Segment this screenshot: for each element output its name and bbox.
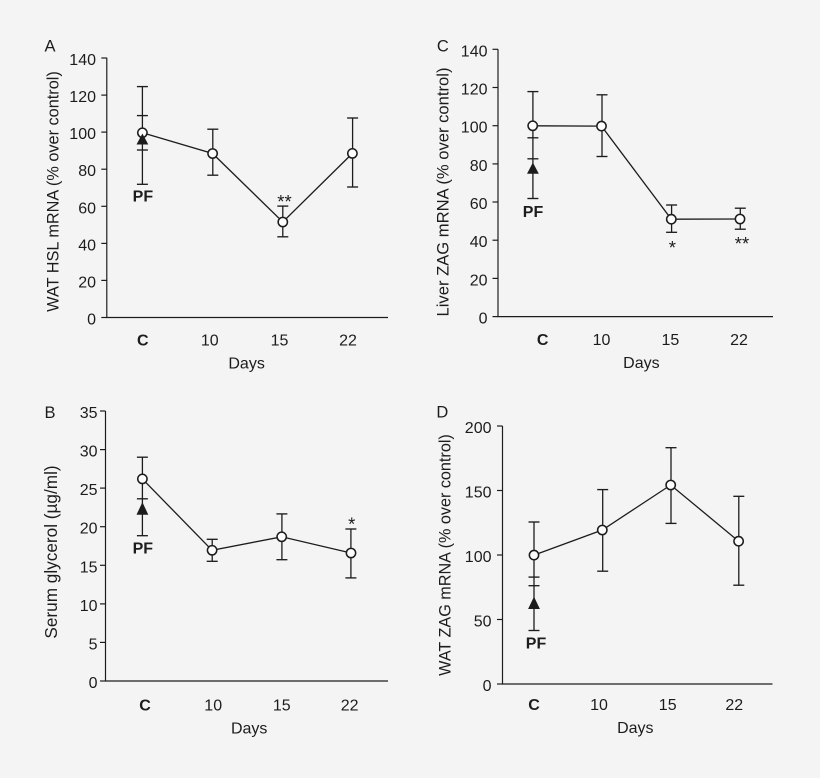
svg-text:Serum glycerol (µg/ml): Serum glycerol (µg/ml): [41, 465, 61, 638]
svg-text:5: 5: [89, 636, 98, 653]
svg-text:B: B: [44, 404, 55, 422]
svg-text:50: 50: [474, 614, 492, 631]
svg-text:PF: PF: [526, 636, 547, 653]
svg-text:80: 80: [78, 163, 96, 180]
svg-text:**: **: [735, 233, 749, 254]
svg-text:Days: Days: [623, 355, 659, 372]
svg-text:Days: Days: [228, 355, 264, 372]
svg-text:22: 22: [730, 332, 748, 349]
svg-text:15: 15: [659, 697, 677, 714]
svg-text:**: **: [277, 191, 291, 212]
svg-text:0: 0: [89, 675, 98, 692]
svg-text:C: C: [437, 38, 449, 56]
svg-text:10: 10: [593, 332, 611, 349]
svg-text:*: *: [348, 513, 355, 534]
svg-text:20: 20: [470, 272, 488, 289]
svg-text:WAT HSL mRNA (% over control): WAT HSL mRNA (% over control): [44, 71, 62, 312]
svg-text:60: 60: [78, 200, 96, 217]
svg-text:PF: PF: [523, 204, 544, 221]
svg-text:0: 0: [483, 678, 492, 695]
svg-text:22: 22: [725, 697, 743, 714]
svg-text:100: 100: [465, 549, 492, 566]
svg-text:10: 10: [204, 698, 222, 715]
svg-text:C: C: [137, 333, 149, 350]
svg-text:150: 150: [465, 485, 492, 502]
svg-text:100: 100: [69, 126, 96, 143]
svg-text:0: 0: [479, 311, 488, 328]
svg-text:22: 22: [339, 333, 357, 350]
svg-text:C: C: [537, 332, 549, 349]
svg-text:0: 0: [87, 312, 96, 329]
svg-text:35: 35: [80, 405, 98, 422]
svg-text:C: C: [139, 698, 151, 715]
svg-text:15: 15: [271, 333, 289, 350]
svg-text:22: 22: [341, 698, 359, 715]
svg-text:15: 15: [662, 332, 680, 349]
svg-text:40: 40: [470, 234, 488, 251]
svg-text:100: 100: [461, 120, 488, 137]
svg-text:15: 15: [273, 698, 291, 715]
svg-text:Days: Days: [231, 721, 267, 738]
svg-text:10: 10: [590, 697, 608, 714]
svg-text:*: *: [669, 237, 676, 258]
svg-text:120: 120: [461, 82, 488, 99]
svg-text:140: 140: [461, 43, 488, 60]
svg-text:C: C: [528, 697, 540, 714]
svg-text:30: 30: [80, 444, 98, 461]
svg-text:140: 140: [69, 52, 96, 69]
svg-text:200: 200: [465, 420, 492, 437]
svg-text:D: D: [436, 404, 448, 422]
svg-text:20: 20: [80, 521, 98, 538]
svg-text:PF: PF: [133, 189, 154, 206]
svg-text:WAT ZAG mRNA (% over control): WAT ZAG mRNA (% over control): [436, 434, 454, 676]
svg-text:10: 10: [80, 598, 98, 615]
svg-text:60: 60: [470, 196, 488, 213]
svg-text:20: 20: [78, 274, 96, 291]
svg-text:25: 25: [80, 482, 98, 499]
svg-text:PF: PF: [133, 540, 154, 557]
svg-text:10: 10: [201, 333, 219, 350]
svg-text:A: A: [44, 38, 55, 56]
svg-text:80: 80: [470, 158, 488, 175]
svg-text:Liver ZAG mRNA (% over control: Liver ZAG mRNA (% over control): [434, 68, 453, 317]
svg-text:Days: Days: [617, 720, 653, 737]
svg-text:15: 15: [80, 559, 98, 576]
svg-text:40: 40: [78, 237, 96, 254]
svg-text:120: 120: [69, 89, 96, 106]
